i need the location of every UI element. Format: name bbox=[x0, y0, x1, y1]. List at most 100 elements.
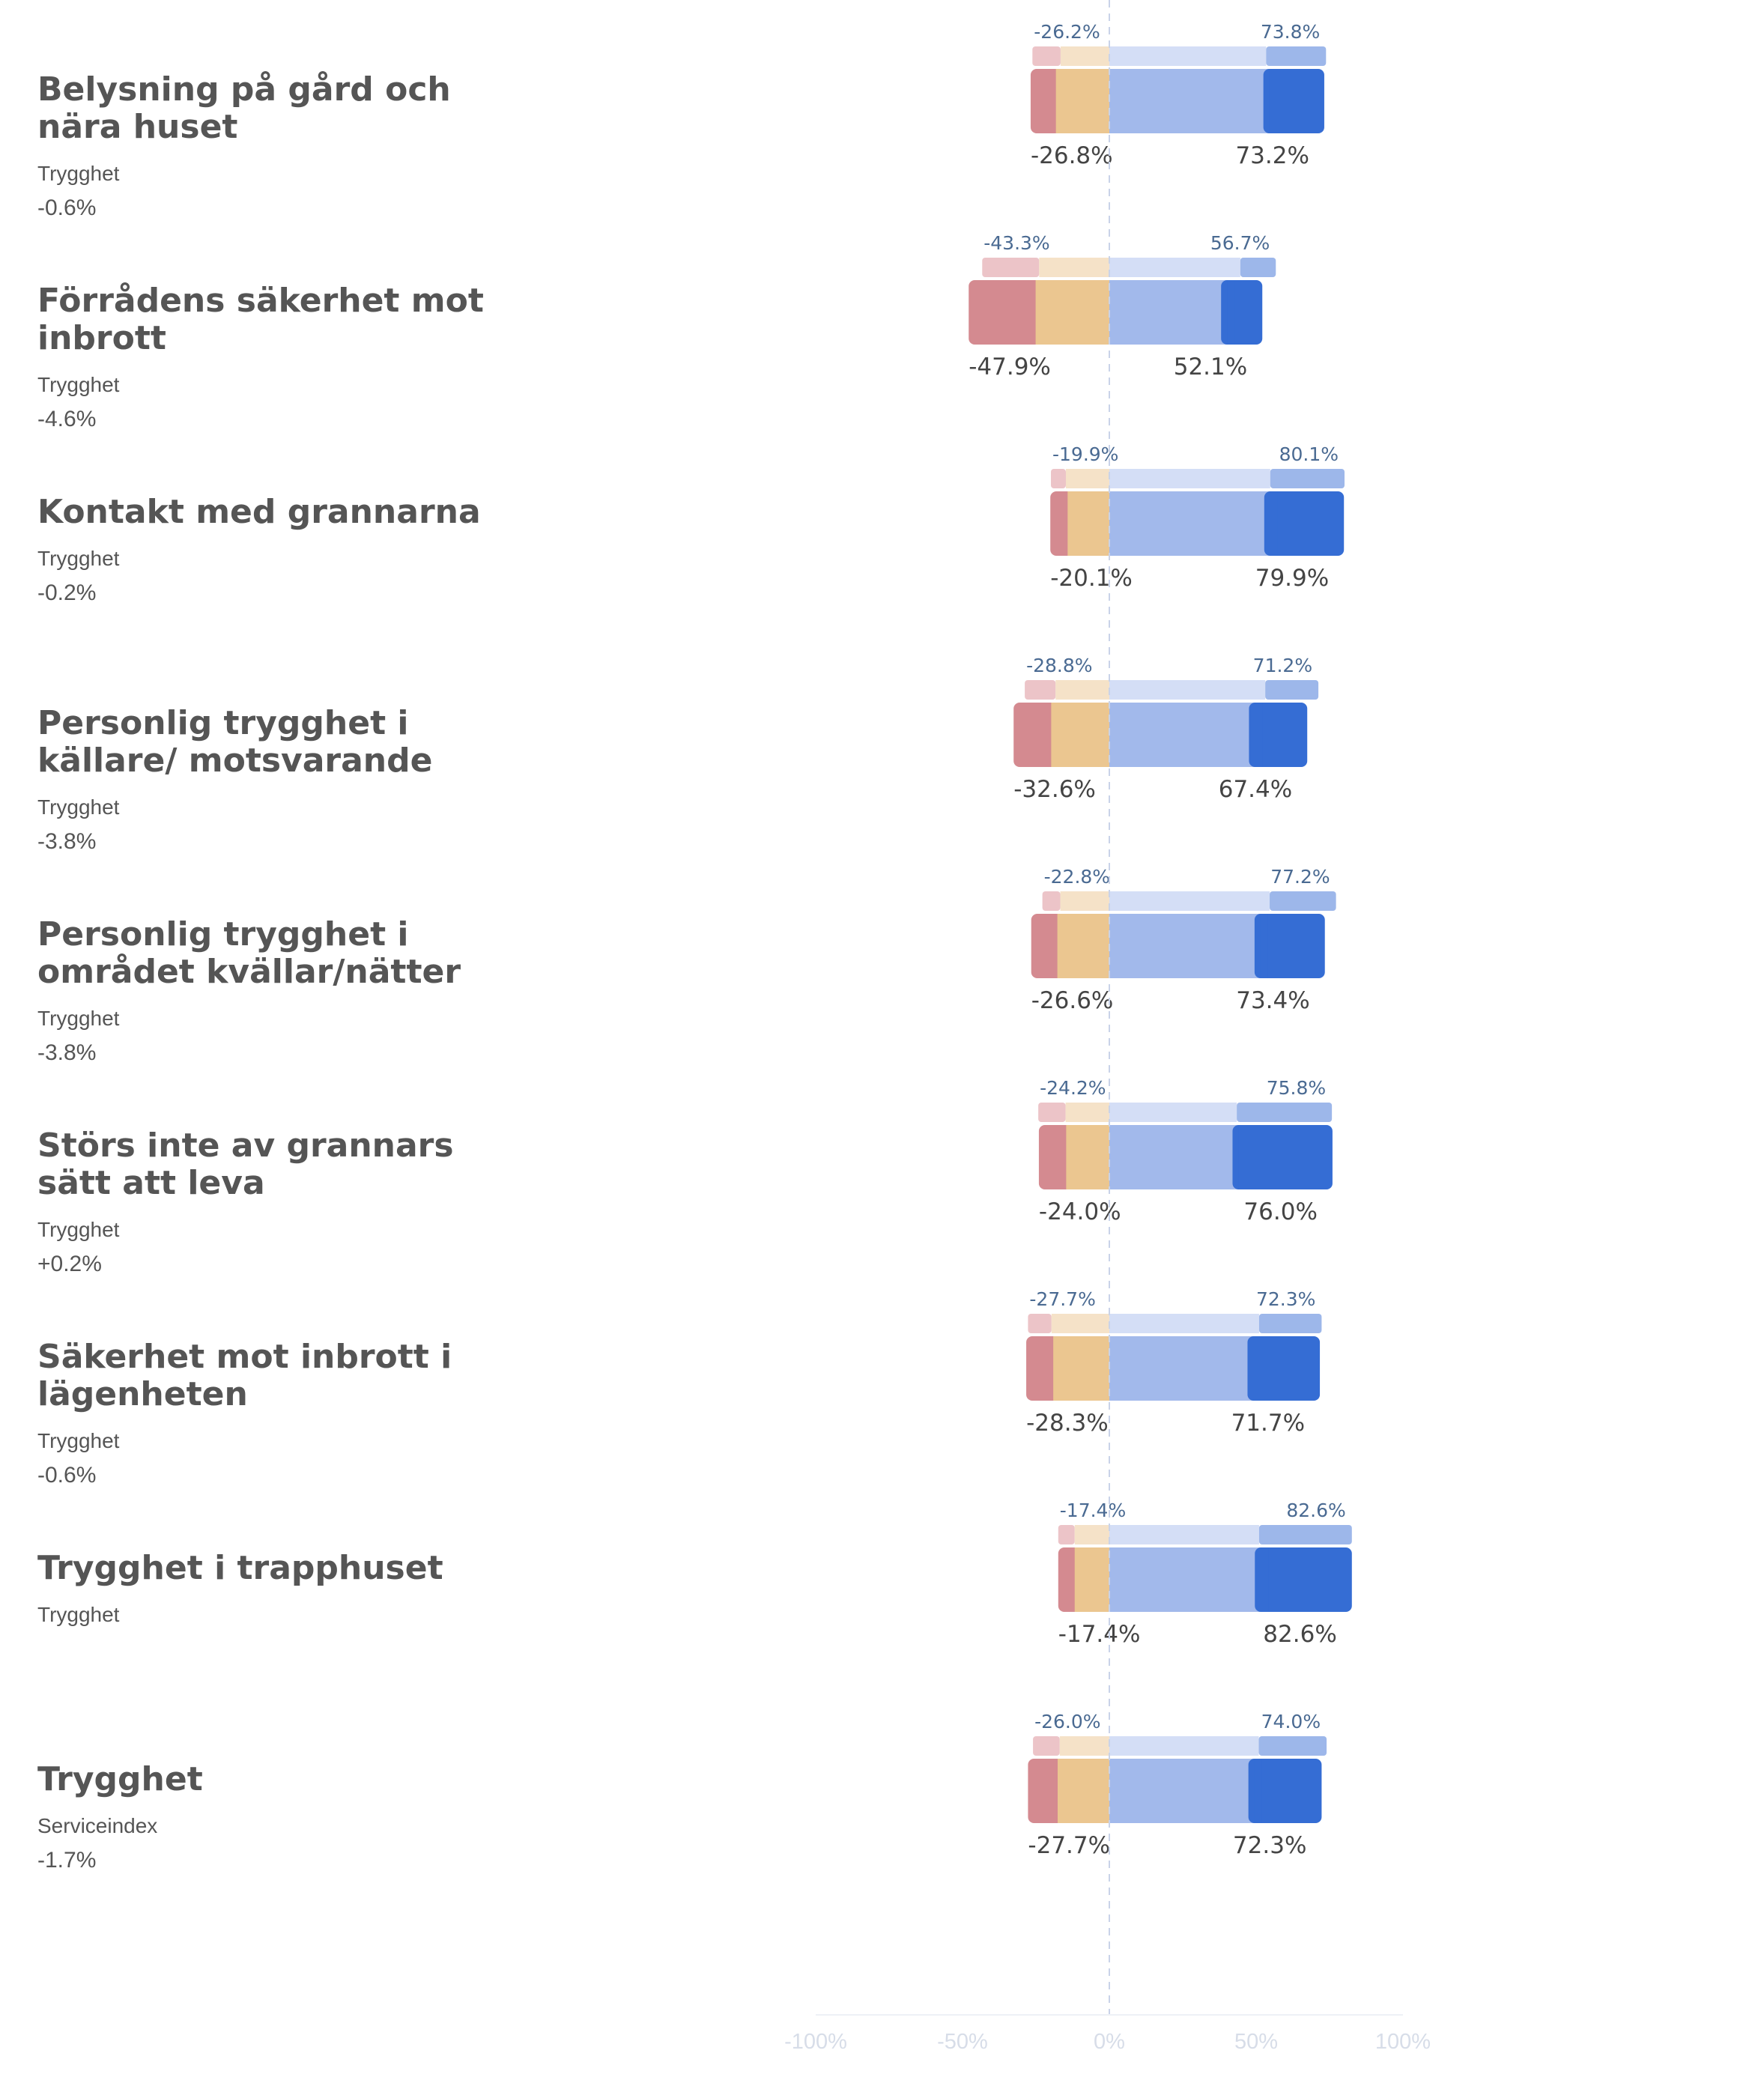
ref-bar-pos-strong bbox=[1270, 469, 1345, 488]
row-category: Trygghet bbox=[37, 162, 120, 185]
row-category: Trygghet bbox=[37, 373, 120, 396]
ref-neg-value-label: -24.2% bbox=[1040, 1077, 1106, 1099]
pos-value-label: 82.6% bbox=[1263, 1621, 1336, 1648]
neg-value-label: -17.4% bbox=[1058, 1621, 1141, 1648]
row-label: Belysning på gård och nära huset Trygghet… bbox=[37, 71, 517, 221]
bar-pos-weak bbox=[1109, 280, 1228, 345]
bar-neg-weak bbox=[1067, 491, 1109, 556]
bar-pos-weak bbox=[1109, 1547, 1261, 1612]
ref-neg-value-label: -43.3% bbox=[983, 232, 1049, 254]
row-title: Personlig trygghet i källare/ motsvarand… bbox=[37, 704, 433, 780]
row-title: Förrådens säkerhet mot inbrott bbox=[37, 282, 484, 357]
neg-value-label: -26.6% bbox=[1031, 987, 1114, 1014]
neg-value-label: -24.0% bbox=[1039, 1198, 1121, 1225]
row-category: Trygghet bbox=[37, 795, 120, 819]
pos-value-label: 67.4% bbox=[1219, 776, 1292, 803]
row-7 bbox=[1026, 1314, 1322, 1401]
row-title: Trygghet i trapphuset bbox=[37, 1549, 443, 1587]
row-category: Trygghet bbox=[37, 1429, 120, 1452]
pos-value-label: 73.4% bbox=[1236, 987, 1309, 1014]
x-tick-label: -100% bbox=[784, 2030, 847, 2054]
ref-bar-neg-strong bbox=[1032, 46, 1061, 66]
ref-bar-neg-strong bbox=[1042, 891, 1061, 911]
row-label: Trygghet i trapphuset Trygghet bbox=[37, 1550, 517, 1628]
ref-neg-value-label: -17.4% bbox=[1060, 1500, 1126, 1521]
neg-value-label: -20.1% bbox=[1050, 565, 1133, 592]
neg-value-label: -47.9% bbox=[969, 354, 1051, 381]
bar-neg-weak bbox=[1035, 280, 1109, 345]
bar-neg-weak bbox=[1058, 1759, 1109, 1823]
ref-bar-pos-strong bbox=[1265, 680, 1319, 700]
x-tick-label: 100% bbox=[1375, 2030, 1431, 2054]
ref-bar-neg-strong bbox=[1058, 1525, 1075, 1544]
ref-bar-neg-weak bbox=[1039, 258, 1109, 277]
ref-neg-value-label: -27.7% bbox=[1029, 1288, 1095, 1310]
ref-pos-value-label: 77.2% bbox=[1270, 866, 1330, 888]
pos-value-label: 71.7% bbox=[1231, 1410, 1305, 1437]
ref-bar-pos-strong bbox=[1258, 1314, 1322, 1333]
ref-bar-pos-strong bbox=[1258, 1525, 1352, 1544]
bar-pos-strong-edge bbox=[1253, 1336, 1261, 1401]
ref-neg-value-label: -22.8% bbox=[1044, 866, 1110, 888]
ref-pos-value-label: 71.2% bbox=[1253, 655, 1312, 676]
bar-pos-weak bbox=[1109, 69, 1270, 133]
bar-pos-strong bbox=[1249, 703, 1308, 767]
bar-pos-weak bbox=[1109, 1125, 1239, 1189]
ref-bar-neg-strong bbox=[1050, 469, 1066, 488]
bar-pos-strong-edge bbox=[1270, 491, 1278, 556]
ref-bar-pos-weak bbox=[1109, 1103, 1237, 1122]
ref-bar-neg-weak bbox=[1065, 1103, 1109, 1122]
bar-neg-weak bbox=[1057, 914, 1109, 978]
row-delta: -1.7% bbox=[37, 1848, 97, 1873]
row-title: Störs inte av grannars sätt att leva bbox=[37, 1127, 454, 1202]
row-delta: -0.2% bbox=[37, 580, 97, 605]
row-title: Personlig trygghet i området kvällar/nät… bbox=[37, 915, 461, 991]
row-category: Trygghet bbox=[37, 1007, 120, 1030]
ref-bar-neg-weak bbox=[1051, 1314, 1109, 1333]
row-title: Belysning på gård och nära huset bbox=[37, 70, 451, 146]
neg-value-label: -28.3% bbox=[1026, 1410, 1109, 1437]
bar-pos-strong-edge bbox=[1227, 280, 1235, 345]
row-delta: +0.2% bbox=[37, 1252, 102, 1276]
bar-neg-weak bbox=[1053, 1336, 1109, 1401]
row-2 bbox=[969, 258, 1276, 345]
ref-neg-value-label: -26.0% bbox=[1034, 1711, 1100, 1732]
bar-pos-strong-edge bbox=[1254, 1759, 1262, 1823]
row-9 bbox=[1028, 1736, 1327, 1823]
row-label: Personlig trygghet i området kvällar/nät… bbox=[37, 916, 517, 1066]
bar-neg-weak bbox=[1066, 1125, 1109, 1189]
row-label: Säkerhet mot inbrott i lägenheten Trygghe… bbox=[37, 1338, 517, 1488]
x-tick-label: 0% bbox=[1094, 2030, 1125, 2054]
pos-value-label: 72.3% bbox=[1233, 1832, 1306, 1859]
ref-bar-neg-weak bbox=[1059, 1736, 1109, 1756]
row-title: Trygghet bbox=[37, 1760, 203, 1798]
row-delta: -3.8% bbox=[37, 1040, 97, 1065]
bar-neg-strong bbox=[969, 280, 1042, 345]
ref-bar-neg-strong bbox=[1025, 680, 1056, 700]
ref-bar-neg-strong bbox=[1028, 1314, 1052, 1333]
ref-bar-neg-strong bbox=[1038, 1103, 1066, 1122]
ref-bar-pos-strong bbox=[1266, 46, 1327, 66]
neg-value-label: -26.8% bbox=[1031, 142, 1113, 169]
ref-bar-pos-weak bbox=[1109, 258, 1240, 277]
ref-bar-neg-strong bbox=[982, 258, 1040, 277]
row-title: Kontakt med grannarna bbox=[37, 493, 481, 531]
ref-pos-value-label: 82.6% bbox=[1286, 1500, 1345, 1521]
ref-neg-value-label: -19.9% bbox=[1052, 443, 1118, 465]
ref-neg-value-label: -26.2% bbox=[1034, 21, 1100, 43]
x-tick-label: -50% bbox=[937, 2030, 988, 2054]
bar-pos-strong bbox=[1247, 1336, 1321, 1401]
bar-neg-weak bbox=[1074, 1547, 1109, 1612]
ref-bar-pos-strong bbox=[1237, 1103, 1333, 1122]
ref-bar-pos-weak bbox=[1109, 1736, 1259, 1756]
row-6 bbox=[1038, 1103, 1333, 1189]
ref-bar-pos-weak bbox=[1109, 1314, 1259, 1333]
bar-neg-strong bbox=[1026, 1336, 1060, 1401]
row-3 bbox=[1050, 469, 1345, 556]
neg-value-label: -32.6% bbox=[1013, 776, 1096, 803]
row-label: Trygghet Serviceindex -1.7% bbox=[37, 1761, 517, 1873]
ref-pos-value-label: 75.8% bbox=[1267, 1077, 1326, 1099]
bar-pos-strong-edge bbox=[1260, 914, 1268, 978]
ref-bar-neg-weak bbox=[1065, 469, 1109, 488]
